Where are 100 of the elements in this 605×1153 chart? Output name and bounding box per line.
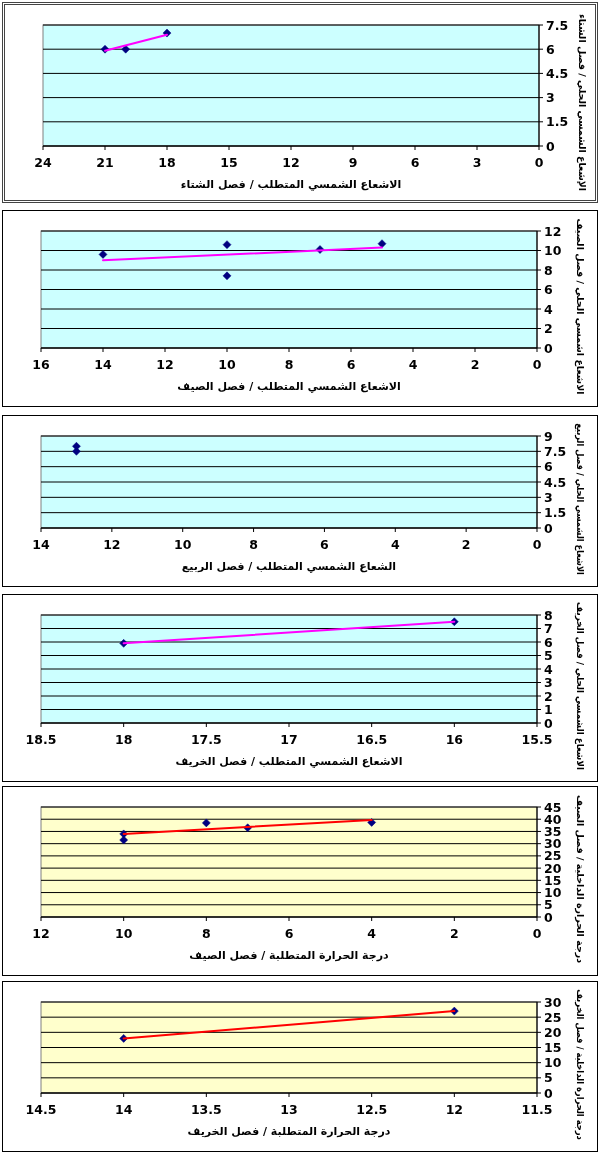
y-tick-label: 12 — [544, 223, 562, 239]
x-tick-label: 0 — [532, 537, 542, 552]
x-tick-label: 10 — [114, 926, 133, 941]
x-tick-label: 6 — [410, 155, 420, 170]
y-tick-label: 8 — [544, 607, 553, 623]
x-tick-label: 13.5 — [190, 1102, 222, 1117]
y-tick-label: 4.5 — [546, 65, 569, 81]
y-tick-label: 4.5 — [544, 474, 567, 490]
point — [222, 271, 232, 281]
x-tick-label: 3 — [472, 155, 482, 170]
x-tick-label: 14 — [32, 537, 50, 552]
x-tick-label: 16 — [445, 732, 464, 747]
y-axis-title: الإشعاع الشمسي الحلي / فصل الشتاء — [576, 13, 588, 192]
x-tick-label: 14 — [94, 357, 112, 372]
y-tick-label: 5 — [544, 1070, 553, 1086]
x-tick-label: 12.5 — [356, 1102, 388, 1117]
y-tick-label: 0 — [544, 715, 553, 731]
x-axis-title: درجة الحرارة المتطلبة / فصل الخريف — [187, 1125, 391, 1138]
y-tick-label: 6 — [546, 41, 555, 57]
y-tick-label: 1.5 — [544, 505, 567, 521]
y-tick-label: 3 — [544, 675, 553, 690]
y-tick-label: 4 — [544, 661, 553, 677]
y-axis-title: الاشعاع الشمسي الحلي / فصل الخريف — [573, 602, 586, 770]
x-axis-title: الاشعاع الشمسي المتطلب / فصل الشتاء — [180, 178, 402, 191]
point — [98, 250, 108, 259]
y-tick-label: 15 — [544, 1040, 562, 1055]
y-tick-label: 7 — [544, 621, 553, 636]
x-tick-label: 2 — [449, 926, 459, 941]
x-tick-label: 12 — [103, 537, 121, 552]
y-tick-label: 3 — [544, 489, 553, 505]
x-tick-label: 10 — [218, 357, 236, 372]
x-tick-label: 4 — [408, 357, 418, 372]
y-tick-label: 7.5 — [546, 17, 569, 33]
x-tick-label: 4 — [367, 926, 377, 941]
x-tick-label: 10 — [174, 537, 192, 552]
x-tick-label: 14 — [114, 1102, 133, 1117]
point — [119, 835, 128, 845]
y-tick-label: 0 — [544, 340, 553, 356]
y-tick-label: 5 — [544, 648, 553, 663]
y-tick-label: 9 — [544, 428, 553, 444]
y-tick-label: 30 — [544, 994, 562, 1010]
y-tick-label: 6 — [544, 459, 553, 475]
x-tick-label: 18 — [114, 732, 133, 747]
x-tick-label: 8 — [201, 926, 211, 941]
y-tick-label: 6 — [544, 634, 553, 650]
y-tick-label: 10 — [544, 243, 562, 258]
y-tick-label: 20 — [544, 1024, 562, 1040]
y-tick-label: 6 — [544, 282, 553, 297]
x-axis-title: الاشعاع الشمسي المتطلب / فصل الصيف — [177, 380, 401, 393]
point — [222, 240, 232, 249]
y-tick-label: 0 — [544, 1085, 553, 1101]
x-axis-title: الشعاع الشمسي المتطلب / فصل الربيع — [181, 560, 397, 573]
x-tick-label: 24 — [34, 155, 52, 170]
y-tick-label: 2 — [544, 688, 553, 704]
x-tick-label: 12 — [32, 926, 50, 941]
x-tick-label: 16.5 — [356, 732, 388, 747]
x-tick-label: 0 — [532, 357, 542, 372]
x-tick-label: 15.5 — [521, 732, 553, 747]
y-tick-label: 1 — [544, 702, 553, 717]
x-tick-label: 21 — [96, 155, 114, 170]
x-tick-label: 6 — [320, 537, 330, 552]
y-axis-title: الاشعاع الشمسي الحلي / فصل الربيع — [573, 423, 586, 575]
y-tick-label: 3 — [546, 90, 555, 106]
x-axis-title: درجة الحرارة المتطلبة / فصل الصيف — [189, 949, 390, 962]
x-tick-label: 6 — [346, 357, 356, 372]
y-tick-label: 0 — [546, 138, 555, 154]
point — [377, 239, 387, 248]
x-tick-label: 11.5 — [521, 1102, 553, 1117]
x-tick-label: 13 — [280, 1102, 298, 1117]
x-axis-title: الاشعاع الشمسي المتطلب / فصل الخريف — [175, 755, 403, 768]
x-tick-label: 18 — [158, 155, 176, 170]
y-tick-label: 2 — [544, 321, 553, 336]
x-tick-label: 12 — [282, 155, 300, 170]
x-tick-label: 12 — [156, 357, 174, 372]
x-tick-label: 9 — [348, 155, 358, 170]
x-tick-label: 16 — [32, 357, 50, 372]
point — [202, 818, 211, 828]
x-tick-label: 8 — [284, 357, 294, 372]
x-tick-label: 14.5 — [25, 1102, 57, 1117]
y-tick-label: 8 — [544, 262, 553, 278]
x-tick-label: 15 — [220, 155, 238, 170]
x-tick-label: 8 — [249, 537, 258, 552]
x-tick-label: 18.5 — [25, 732, 57, 747]
y-tick-label: 4 — [544, 301, 553, 317]
x-tick-label: 2 — [470, 357, 480, 372]
y-axis-title: درجة الحرارة الداخلية / فصل الصيف — [574, 794, 586, 964]
y-tick-label: 7.5 — [544, 443, 567, 459]
y-tick-label: 0 — [544, 520, 553, 536]
x-tick-label: 6 — [284, 926, 294, 941]
x-tick-label: 0 — [532, 926, 542, 941]
x-tick-label: 12 — [445, 1102, 464, 1117]
y-tick-label: 10 — [544, 1055, 562, 1071]
y-axis-title: الاشعاع اشمسي الحلي / فصل الصيف — [574, 218, 586, 395]
y-axis-title: درجة الحرارة الداخلية / فصل الخريف — [573, 989, 586, 1141]
y-tick-label: 25 — [544, 1009, 562, 1025]
x-tick-label: 2 — [461, 537, 471, 552]
x-tick-label: 4 — [390, 537, 400, 552]
x-tick-label: 17 — [280, 732, 298, 747]
x-tick-label: 17.5 — [190, 732, 222, 747]
y-tick-label: 1.5 — [546, 114, 569, 130]
